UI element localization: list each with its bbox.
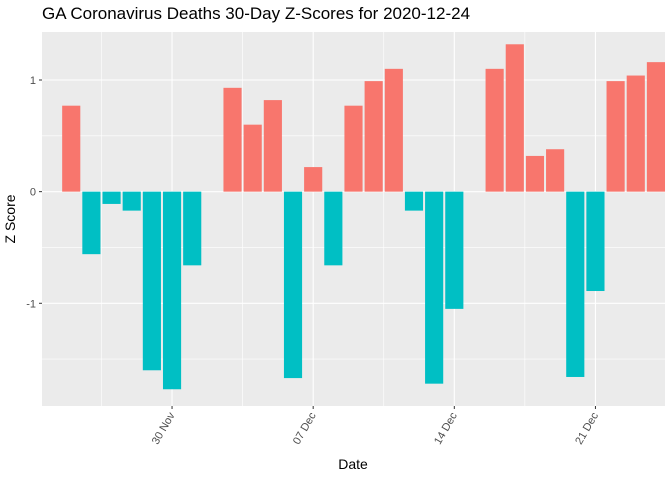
bar [445,191,464,309]
chart-title: GA Coronavirus Deaths 30-Day Z-Scores fo… [42,4,471,23]
bar [566,191,585,377]
bar [162,191,182,390]
bar [122,191,141,211]
y-axis-title: Z Score [2,194,18,243]
x-axis-title: Date [338,456,368,472]
bar [485,68,504,192]
bar [263,100,282,192]
bar [183,191,202,266]
bar [404,191,424,211]
bars [62,44,665,390]
bar [304,167,323,192]
bar [626,75,645,192]
y-tick-label: 0 [30,187,36,199]
bar [425,191,444,384]
bar [223,87,242,192]
x-tick-label: 14 Dec [432,410,460,447]
bar [344,105,363,192]
bar [62,105,81,192]
bar [102,191,121,204]
bar [546,149,565,192]
bar [606,81,625,192]
bar [525,155,545,192]
bar [283,191,303,379]
y-tick-label: -1 [26,298,36,310]
bar [384,68,403,192]
bar [505,44,524,192]
x-tick-label: 07 Dec [291,410,319,447]
y-tick-label: 1 [30,75,36,87]
bar [586,191,605,292]
bar [364,81,383,192]
bar [142,191,161,371]
x-tick-label: 21 Dec [573,410,601,447]
bar [324,191,343,266]
x-tick-label: 30 Nov [150,410,178,447]
bar [243,124,262,192]
bar [646,62,665,192]
bar [82,191,101,255]
